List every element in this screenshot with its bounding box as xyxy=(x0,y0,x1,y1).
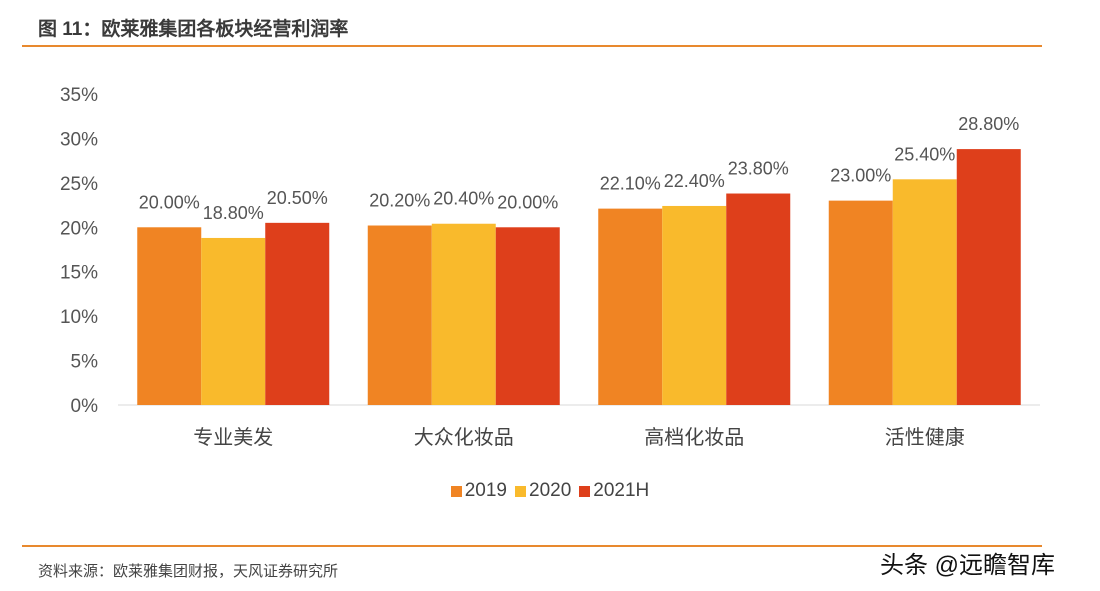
source-note: 资料来源：欧莱雅集团财报，天风证券研究所 xyxy=(38,563,339,580)
bar-2021H xyxy=(726,193,791,405)
bar-2020 xyxy=(892,179,957,405)
y-tick-label: 35% xyxy=(60,85,98,106)
data-label: 18.80% xyxy=(203,203,264,223)
y-tick-label: 20% xyxy=(60,218,98,239)
figure-title: 图 11：欧莱雅集团各板块经营利润率 xyxy=(38,19,349,40)
bar-2020 xyxy=(431,223,496,405)
bottom-rule xyxy=(22,545,1042,547)
y-tick-label: 25% xyxy=(60,174,98,195)
y-tick-label: 5% xyxy=(71,352,99,373)
watermark: 头条 @远瞻智库 xyxy=(880,552,1056,579)
legend-label: 2019 xyxy=(464,480,507,501)
data-label: 20.50% xyxy=(267,188,328,208)
data-label: 23.00% xyxy=(830,166,891,186)
data-label: 23.80% xyxy=(728,159,789,179)
y-tick-label: 0% xyxy=(71,396,99,417)
data-label: 28.80% xyxy=(958,114,1019,134)
data-label: 20.20% xyxy=(369,191,430,211)
y-tick-label: 10% xyxy=(60,307,98,328)
bar-2019 xyxy=(828,200,893,405)
bar-2019 xyxy=(367,225,432,405)
bar-2019 xyxy=(137,227,202,405)
x-tick-label: 大众化妆品 xyxy=(414,426,514,449)
bar-2019 xyxy=(598,208,663,405)
data-label: 20.00% xyxy=(139,192,200,212)
legend-item: 2021H xyxy=(579,480,649,502)
bar-2021H xyxy=(495,227,560,405)
legend-label: 2020 xyxy=(529,480,572,501)
legend-item: 2020 xyxy=(515,480,571,502)
y-tick-label: 30% xyxy=(60,129,98,150)
y-tick-label: 15% xyxy=(60,263,98,284)
bar-2021H xyxy=(265,222,330,405)
data-label: 20.40% xyxy=(433,189,494,209)
legend-item: 2019 xyxy=(450,480,507,502)
data-label: 20.00% xyxy=(497,192,558,212)
x-tick-label: 高档化妆品 xyxy=(644,426,744,449)
bar-2020 xyxy=(201,237,266,405)
legend-label: 2021H xyxy=(593,480,650,501)
x-tick-label: 活性健康 xyxy=(885,426,965,449)
legend-swatch xyxy=(515,485,526,497)
legend: 2019 2020 2021H xyxy=(0,480,1100,503)
legend-swatch xyxy=(450,485,462,497)
x-tick-label: 专业美发 xyxy=(193,426,273,449)
top-rule xyxy=(22,45,1042,47)
legend-swatch xyxy=(579,485,591,497)
data-label: 22.10% xyxy=(600,174,661,194)
data-label: 22.40% xyxy=(664,171,725,191)
data-label: 25.40% xyxy=(894,144,955,164)
bar-2021H xyxy=(956,149,1021,405)
bar-chart: 0%5%10%15%20%25%30%35%专业美发20.00%18.80%20… xyxy=(60,85,1040,449)
bar-2020 xyxy=(662,205,727,405)
